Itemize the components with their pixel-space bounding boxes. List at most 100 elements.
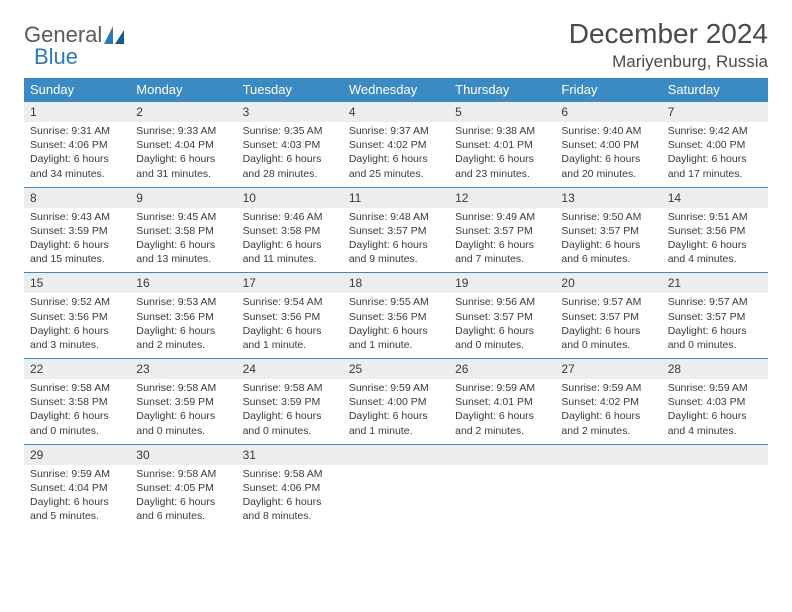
calendar-cell: 16Sunrise: 9:53 AMSunset: 3:56 PMDayligh… xyxy=(130,273,236,359)
calendar-cell: 8Sunrise: 9:43 AMSunset: 3:59 PMDaylight… xyxy=(24,187,130,273)
day-details: Sunrise: 9:54 AMSunset: 3:56 PMDaylight:… xyxy=(237,293,343,358)
day-number-empty xyxy=(662,445,768,465)
sunrise-line: Sunrise: 9:58 AM xyxy=(136,468,216,480)
page-header: General Blue December 2024 Mariyenburg, … xyxy=(24,18,768,72)
day-number: 19 xyxy=(449,273,555,293)
day-details: Sunrise: 9:58 AMSunset: 3:59 PMDaylight:… xyxy=(130,379,236,444)
daylight-line: Daylight: 6 hours and 2 minutes. xyxy=(455,410,534,436)
weekday-header: Monday xyxy=(130,78,236,102)
day-details: Sunrise: 9:37 AMSunset: 4:02 PMDaylight:… xyxy=(343,122,449,187)
calendar-cell-empty xyxy=(343,444,449,529)
daylight-line: Daylight: 6 hours and 34 minutes. xyxy=(30,153,109,179)
sunrise-line: Sunrise: 9:56 AM xyxy=(455,296,535,308)
day-number: 25 xyxy=(343,359,449,379)
sunset-line: Sunset: 3:57 PM xyxy=(455,311,533,323)
sunset-line: Sunset: 3:56 PM xyxy=(136,311,214,323)
sunrise-line: Sunrise: 9:43 AM xyxy=(30,211,110,223)
day-details: Sunrise: 9:35 AMSunset: 4:03 PMDaylight:… xyxy=(237,122,343,187)
daylight-line: Daylight: 6 hours and 3 minutes. xyxy=(30,325,109,351)
sunrise-line: Sunrise: 9:49 AM xyxy=(455,211,535,223)
day-details: Sunrise: 9:57 AMSunset: 3:57 PMDaylight:… xyxy=(555,293,661,358)
sunrise-line: Sunrise: 9:40 AM xyxy=(561,125,641,137)
daylight-line: Daylight: 6 hours and 0 minutes. xyxy=(668,325,747,351)
sunrise-line: Sunrise: 9:59 AM xyxy=(30,468,110,480)
sunrise-line: Sunrise: 9:59 AM xyxy=(455,382,535,394)
sunset-line: Sunset: 3:57 PM xyxy=(349,225,427,237)
day-details: Sunrise: 9:59 AMSunset: 4:03 PMDaylight:… xyxy=(662,379,768,444)
brand-word-2: Blue xyxy=(24,46,124,68)
calendar-header-row: SundayMondayTuesdayWednesdayThursdayFrid… xyxy=(24,78,768,102)
sunrise-line: Sunrise: 9:48 AM xyxy=(349,211,429,223)
daylight-line: Daylight: 6 hours and 0 minutes. xyxy=(243,410,322,436)
daylight-line: Daylight: 6 hours and 0 minutes. xyxy=(30,410,109,436)
day-number: 17 xyxy=(237,273,343,293)
day-number: 9 xyxy=(130,188,236,208)
sunrise-line: Sunrise: 9:50 AM xyxy=(561,211,641,223)
daylight-line: Daylight: 6 hours and 2 minutes. xyxy=(136,325,215,351)
daylight-line: Daylight: 6 hours and 28 minutes. xyxy=(243,153,322,179)
day-number: 24 xyxy=(237,359,343,379)
sunrise-line: Sunrise: 9:42 AM xyxy=(668,125,748,137)
calendar-cell: 27Sunrise: 9:59 AMSunset: 4:02 PMDayligh… xyxy=(555,359,661,445)
day-details: Sunrise: 9:51 AMSunset: 3:56 PMDaylight:… xyxy=(662,208,768,273)
day-number: 30 xyxy=(130,445,236,465)
calendar-cell: 23Sunrise: 9:58 AMSunset: 3:59 PMDayligh… xyxy=(130,359,236,445)
calendar-week-row: 15Sunrise: 9:52 AMSunset: 3:56 PMDayligh… xyxy=(24,273,768,359)
day-details: Sunrise: 9:59 AMSunset: 4:02 PMDaylight:… xyxy=(555,379,661,444)
sunset-line: Sunset: 4:00 PM xyxy=(668,139,746,151)
sunset-line: Sunset: 3:57 PM xyxy=(668,311,746,323)
day-number: 22 xyxy=(24,359,130,379)
sunset-line: Sunset: 4:06 PM xyxy=(30,139,108,151)
daylight-line: Daylight: 6 hours and 15 minutes. xyxy=(30,239,109,265)
day-number: 5 xyxy=(449,102,555,122)
calendar-cell: 5Sunrise: 9:38 AMSunset: 4:01 PMDaylight… xyxy=(449,102,555,188)
sunrise-line: Sunrise: 9:59 AM xyxy=(668,382,748,394)
daylight-line: Daylight: 6 hours and 0 minutes. xyxy=(561,325,640,351)
day-number: 6 xyxy=(555,102,661,122)
day-number: 15 xyxy=(24,273,130,293)
calendar-cell: 2Sunrise: 9:33 AMSunset: 4:04 PMDaylight… xyxy=(130,102,236,188)
calendar-cell: 18Sunrise: 9:55 AMSunset: 3:56 PMDayligh… xyxy=(343,273,449,359)
day-details: Sunrise: 9:58 AMSunset: 3:58 PMDaylight:… xyxy=(24,379,130,444)
day-number: 10 xyxy=(237,188,343,208)
daylight-line: Daylight: 6 hours and 1 minute. xyxy=(243,325,322,351)
day-number: 31 xyxy=(237,445,343,465)
daylight-line: Daylight: 6 hours and 1 minute. xyxy=(349,410,428,436)
day-number: 26 xyxy=(449,359,555,379)
daylight-line: Daylight: 6 hours and 13 minutes. xyxy=(136,239,215,265)
calendar-cell: 14Sunrise: 9:51 AMSunset: 3:56 PMDayligh… xyxy=(662,187,768,273)
sunrise-line: Sunrise: 9:37 AM xyxy=(349,125,429,137)
sunset-line: Sunset: 3:57 PM xyxy=(455,225,533,237)
day-details: Sunrise: 9:59 AMSunset: 4:04 PMDaylight:… xyxy=(24,465,130,530)
sunrise-line: Sunrise: 9:58 AM xyxy=(243,468,323,480)
day-details: Sunrise: 9:55 AMSunset: 3:56 PMDaylight:… xyxy=(343,293,449,358)
daylight-line: Daylight: 6 hours and 11 minutes. xyxy=(243,239,322,265)
day-details: Sunrise: 9:52 AMSunset: 3:56 PMDaylight:… xyxy=(24,293,130,358)
day-number-empty xyxy=(555,445,661,465)
daylight-line: Daylight: 6 hours and 6 minutes. xyxy=(561,239,640,265)
daylight-line: Daylight: 6 hours and 8 minutes. xyxy=(243,496,322,522)
sunset-line: Sunset: 4:02 PM xyxy=(349,139,427,151)
sunset-line: Sunset: 3:59 PM xyxy=(136,396,214,408)
calendar-week-row: 8Sunrise: 9:43 AMSunset: 3:59 PMDaylight… xyxy=(24,187,768,273)
calendar-cell-empty xyxy=(662,444,768,529)
day-number: 23 xyxy=(130,359,236,379)
sunrise-line: Sunrise: 9:31 AM xyxy=(30,125,110,137)
sunrise-line: Sunrise: 9:53 AM xyxy=(136,296,216,308)
calendar-cell: 15Sunrise: 9:52 AMSunset: 3:56 PMDayligh… xyxy=(24,273,130,359)
day-details: Sunrise: 9:59 AMSunset: 4:00 PMDaylight:… xyxy=(343,379,449,444)
sunrise-line: Sunrise: 9:54 AM xyxy=(243,296,323,308)
day-number: 3 xyxy=(237,102,343,122)
calendar-cell: 17Sunrise: 9:54 AMSunset: 3:56 PMDayligh… xyxy=(237,273,343,359)
calendar-cell: 29Sunrise: 9:59 AMSunset: 4:04 PMDayligh… xyxy=(24,444,130,529)
sunset-line: Sunset: 3:59 PM xyxy=(243,396,321,408)
day-number: 14 xyxy=(662,188,768,208)
day-details: Sunrise: 9:58 AMSunset: 4:05 PMDaylight:… xyxy=(130,465,236,530)
daylight-line: Daylight: 6 hours and 4 minutes. xyxy=(668,410,747,436)
day-details: Sunrise: 9:50 AMSunset: 3:57 PMDaylight:… xyxy=(555,208,661,273)
day-number: 7 xyxy=(662,102,768,122)
day-number: 2 xyxy=(130,102,236,122)
sunset-line: Sunset: 3:56 PM xyxy=(30,311,108,323)
calendar-cell: 7Sunrise: 9:42 AMSunset: 4:00 PMDaylight… xyxy=(662,102,768,188)
month-title: December 2024 xyxy=(569,18,768,50)
